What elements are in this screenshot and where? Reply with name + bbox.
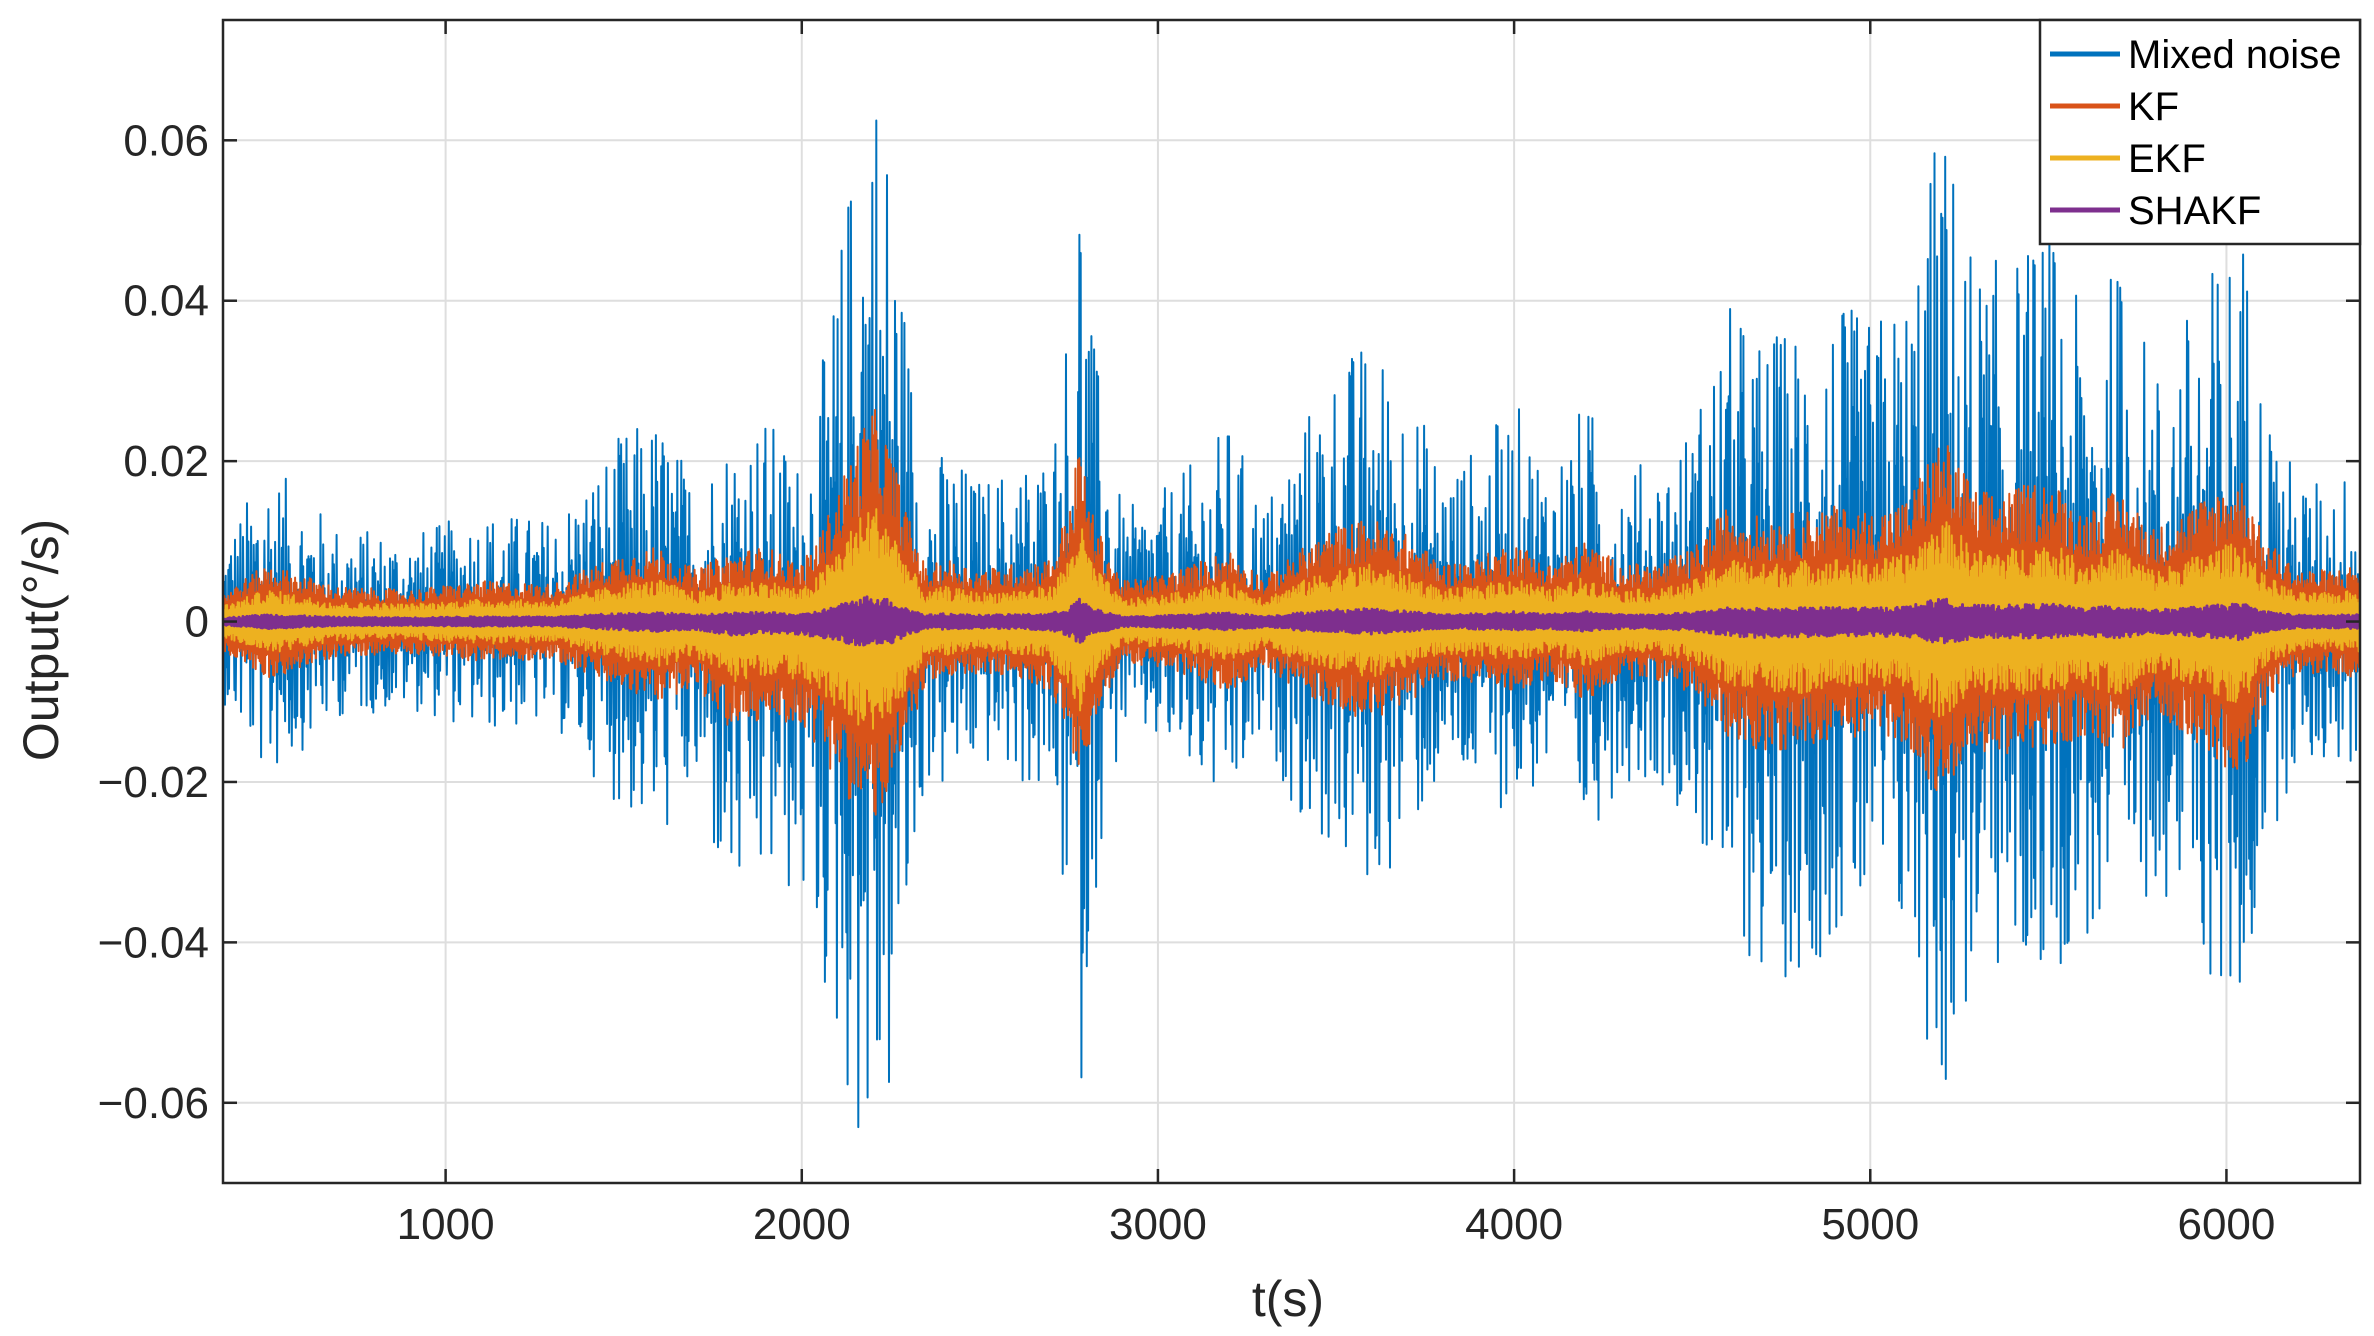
y-tick-label: 0.04	[123, 277, 209, 326]
x-axis-label: t(s)	[1252, 1271, 1324, 1327]
y-tick-label: −0.06	[98, 1079, 209, 1128]
legend-box	[2038, 18, 2362, 246]
x-tick-label: 4000	[1465, 1200, 1563, 1249]
x-tick-label: 5000	[1821, 1200, 1919, 1249]
y-axis-label: Output(°/s)	[13, 519, 69, 761]
legend-label: Mixed noise	[2128, 33, 2341, 77]
y-tick-label: 0.06	[123, 116, 209, 165]
legend-label: KF	[2128, 85, 2179, 129]
axes-box	[221, 18, 2362, 1185]
x-tick-label: 3000	[1109, 1200, 1207, 1249]
series-line-shakf	[223, 595, 2360, 647]
plot-area	[223, 119, 2360, 1129]
y-tick-label: 0.02	[123, 437, 209, 486]
axes: 1000 2000 3000 4000 5000 6000 −0.06 −0.04 −0.02 0…	[98, 18, 2362, 1249]
x-tick-label: 6000	[2177, 1200, 2275, 1249]
x-tick-label: 2000	[753, 1200, 851, 1249]
legend-label: EKF	[2128, 137, 2206, 181]
legend-label: SHAKF	[2128, 189, 2261, 233]
y-tick-label: 0	[185, 598, 209, 647]
y-tick-label: −0.02	[98, 758, 209, 807]
legend: Mixed noise KF EKF SHAKF	[2038, 18, 2362, 246]
y-tick-label: −0.04	[98, 918, 209, 967]
x-tick-label: 1000	[397, 1200, 495, 1249]
